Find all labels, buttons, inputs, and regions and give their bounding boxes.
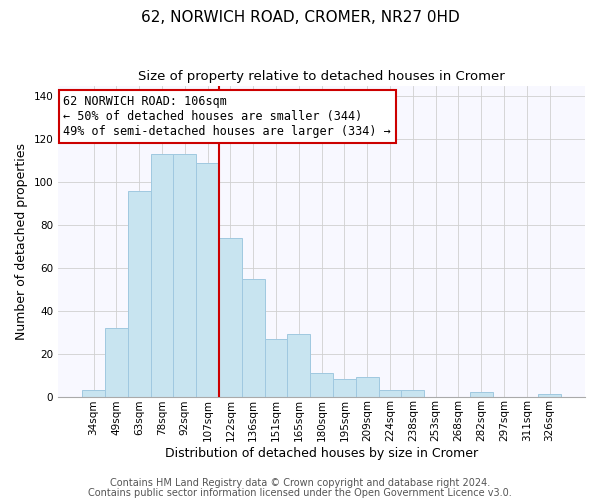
Bar (470, 392, 493, 396)
Bar (538, 394, 561, 396)
X-axis label: Distribution of detached houses by size in Cromer: Distribution of detached houses by size … (165, 447, 478, 460)
Bar (401, 390, 424, 396)
Text: Contains public sector information licensed under the Open Government Licence v3: Contains public sector information licen… (88, 488, 512, 498)
Bar (82, 390, 105, 396)
Bar (128, 190, 151, 396)
Text: 62 NORWICH ROAD: 106sqm
← 50% of detached houses are smaller (344)
49% of semi-d: 62 NORWICH ROAD: 106sqm ← 50% of detache… (64, 95, 391, 138)
Bar (287, 334, 310, 396)
Bar (310, 373, 333, 396)
Title: Size of property relative to detached houses in Cromer: Size of property relative to detached ho… (138, 70, 505, 83)
Bar (173, 154, 196, 396)
Bar (333, 380, 356, 396)
Bar (379, 390, 401, 396)
Y-axis label: Number of detached properties: Number of detached properties (15, 142, 28, 340)
Bar (265, 338, 287, 396)
Bar (105, 328, 128, 396)
Bar (151, 154, 173, 396)
Bar (242, 278, 265, 396)
Bar (196, 163, 219, 396)
Text: Contains HM Land Registry data © Crown copyright and database right 2024.: Contains HM Land Registry data © Crown c… (110, 478, 490, 488)
Text: 62, NORWICH ROAD, CROMER, NR27 0HD: 62, NORWICH ROAD, CROMER, NR27 0HD (140, 10, 460, 25)
Bar (356, 377, 379, 396)
Bar (219, 238, 242, 396)
